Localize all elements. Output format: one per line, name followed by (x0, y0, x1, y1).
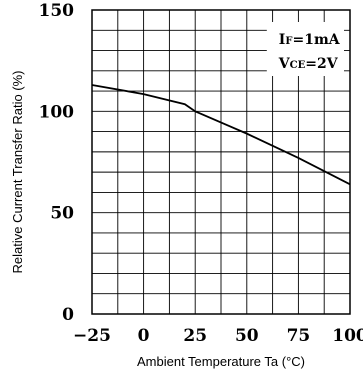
legend-if-sub: F (285, 36, 292, 47)
x-tick-label: 0 (138, 326, 150, 346)
x-tick-labels: −25 0 25 50 75 100 (73, 326, 363, 346)
legend-line-if: IF=1mA (279, 32, 341, 48)
x-tick-label: 75 (287, 326, 311, 346)
y-axis-label: Relative Current Transfer Ratio (%) (10, 70, 25, 273)
x-tick-label: 100 (332, 326, 363, 346)
legend: IF=1mA VCE=2V (266, 22, 344, 76)
series-line-0 (91, 84, 351, 186)
y-tick-label: 50 (50, 204, 74, 224)
x-tick-label: 25 (183, 326, 207, 346)
y-tick-label: 0 (62, 305, 74, 325)
x-tick-label: −25 (73, 326, 111, 346)
y-tick-labels: 0 50 100 150 (39, 1, 75, 325)
legend-box (266, 22, 344, 76)
legend-if-main: I (279, 32, 286, 48)
plot-frame (91, 9, 351, 315)
legend-line-vce: VCE=2V (278, 56, 339, 72)
legend-vce-main: V (278, 56, 291, 72)
x-axis-label: Ambient Temperature Ta (°C) (137, 354, 305, 369)
series-layer (91, 84, 351, 186)
x-tick-label: 50 (235, 326, 259, 346)
legend-vce-rest: =2V (305, 56, 338, 72)
y-tick-label: 150 (39, 1, 75, 21)
legend-if-rest: =1mA (292, 32, 340, 48)
legend-vce-sub: CE (290, 60, 306, 71)
y-tick-label: 100 (39, 102, 75, 122)
